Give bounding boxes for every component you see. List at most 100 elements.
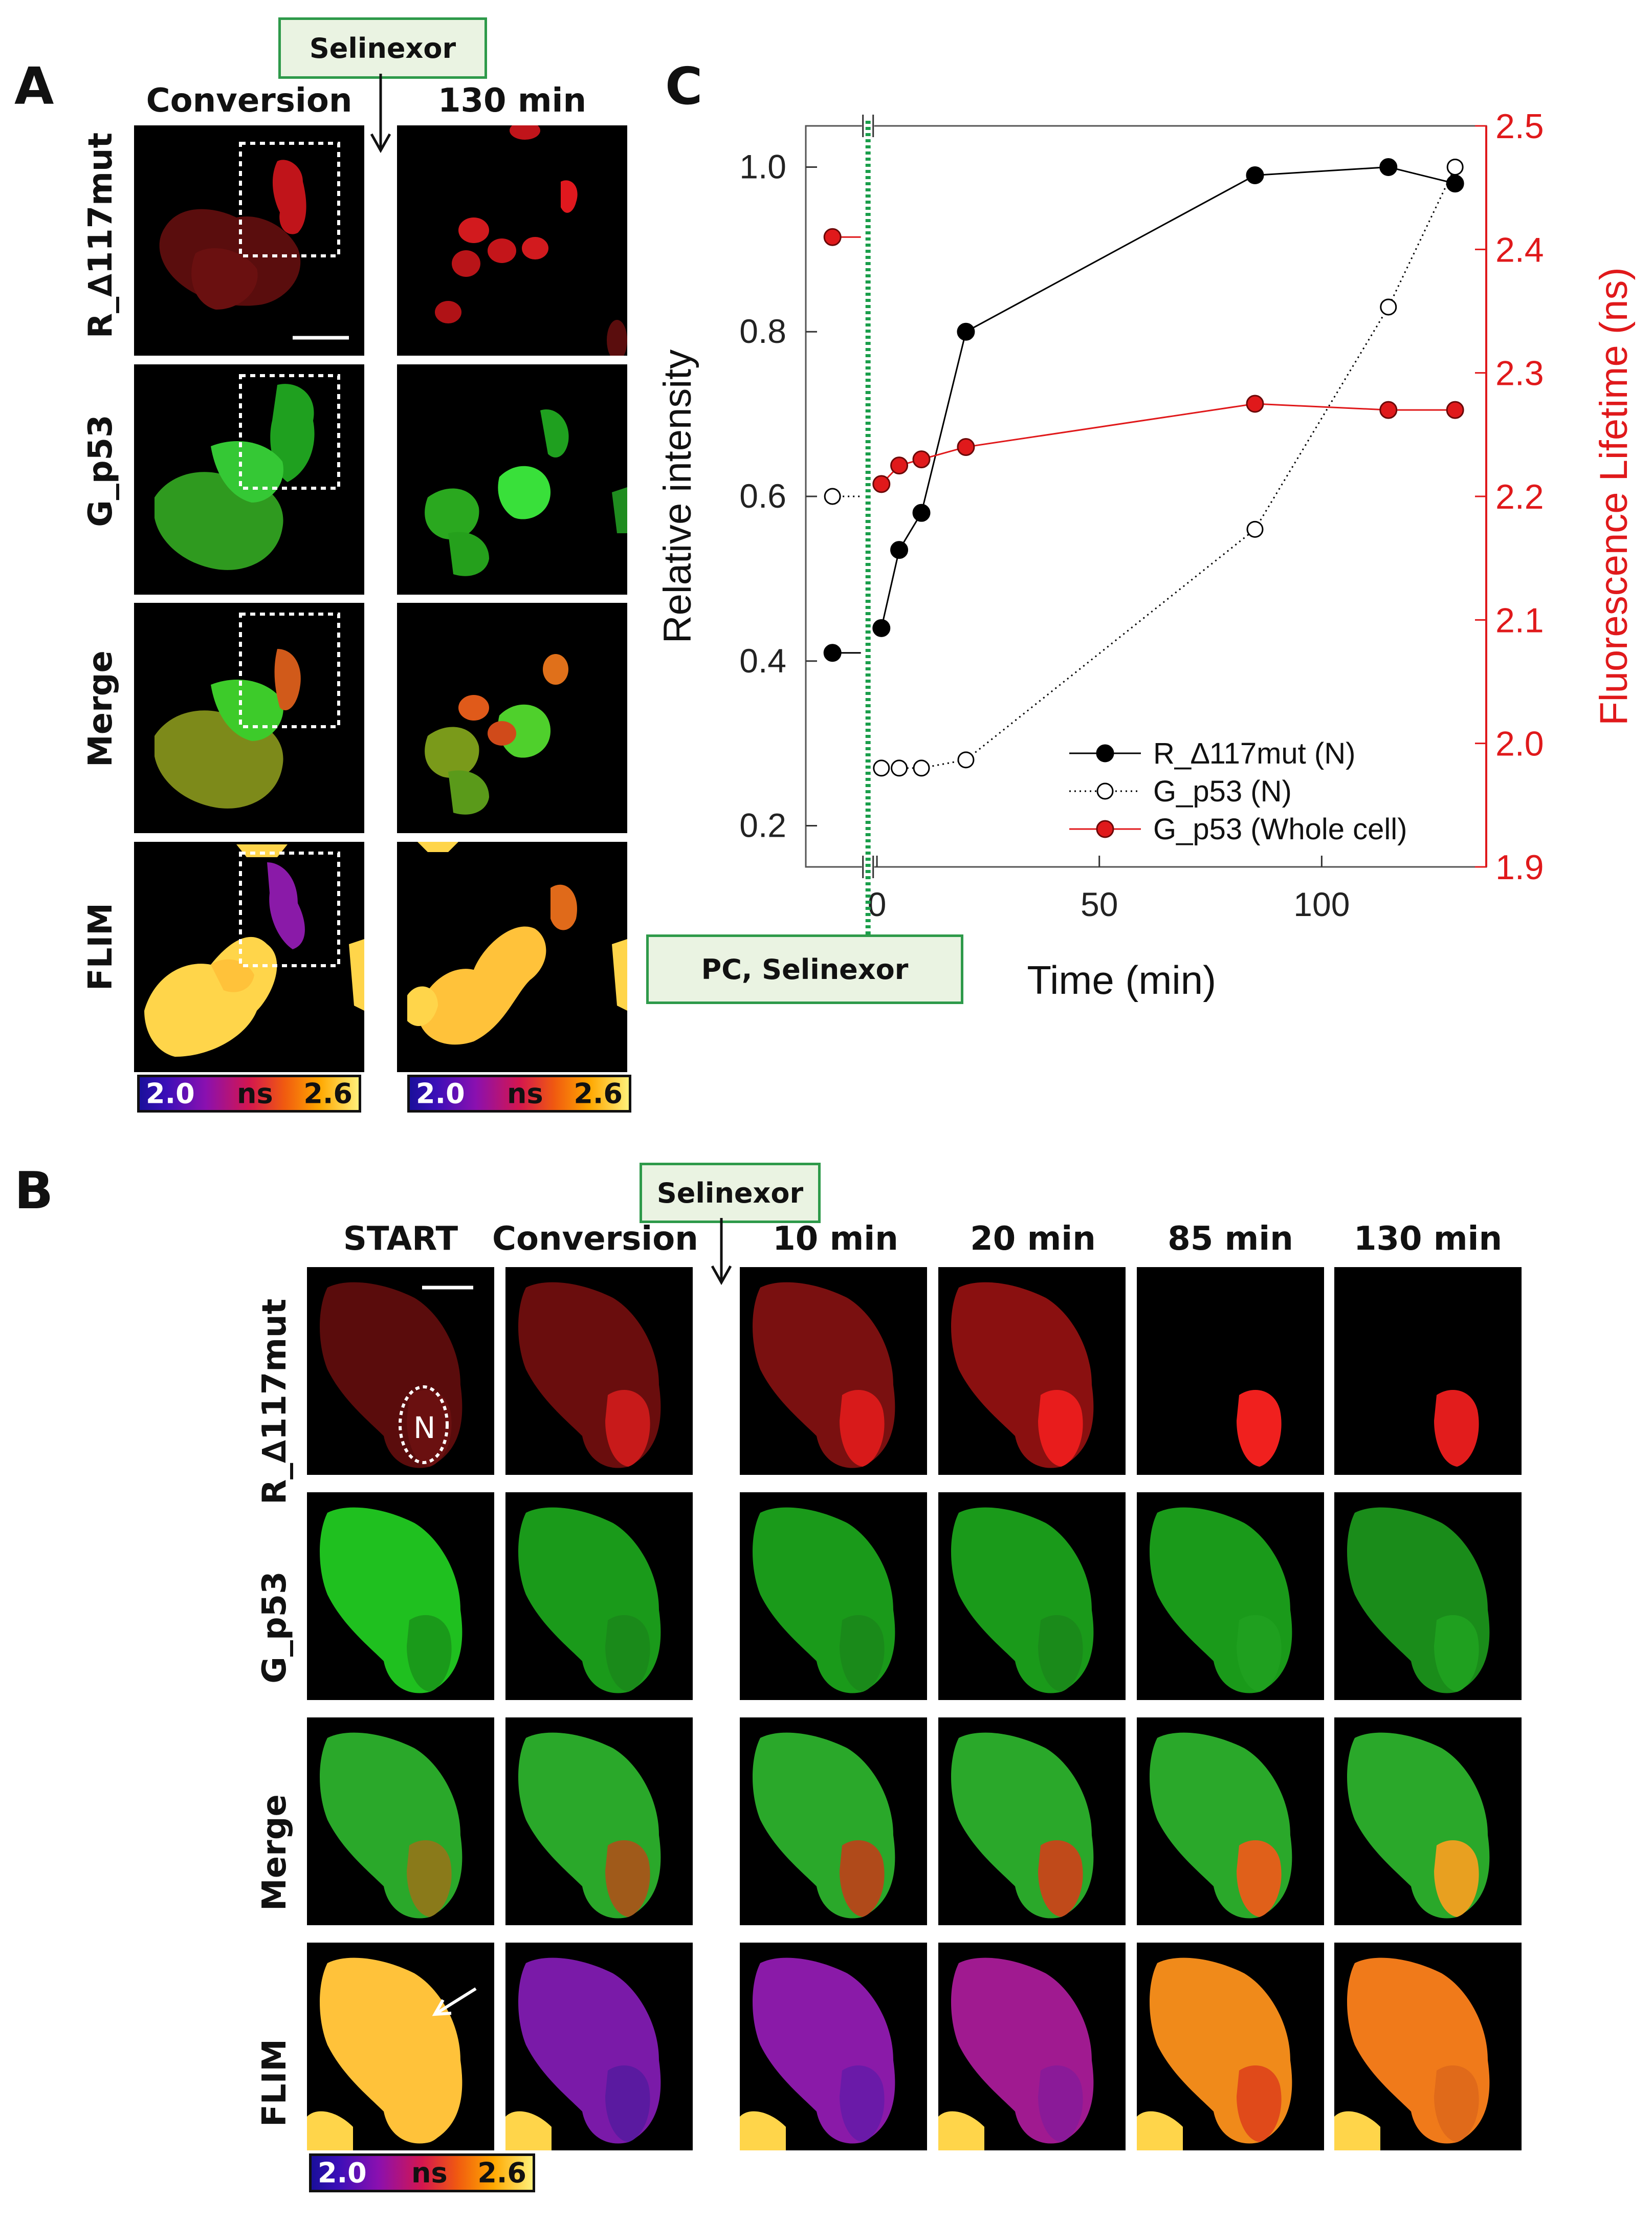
image-b-green-3 bbox=[938, 1492, 1126, 1700]
y2-tick-label: 2.5 bbox=[1495, 107, 1544, 146]
legend-label: R_∆117mut (N) bbox=[1153, 737, 1355, 770]
col-label-b-130min: 130 min bbox=[1353, 1220, 1503, 1258]
legend-marker bbox=[1096, 820, 1114, 838]
y-tick-label: 1.0 bbox=[739, 147, 786, 185]
series-line-1 bbox=[881, 166, 1456, 769]
y-axis-label: Relative intensity bbox=[656, 350, 699, 644]
data-point bbox=[890, 541, 909, 559]
image-b-flim-4 bbox=[1137, 1943, 1324, 2150]
plot-frame bbox=[805, 125, 1487, 868]
x-tick-label: 50 bbox=[1081, 885, 1118, 923]
y-tick-label: 0.6 bbox=[739, 477, 786, 515]
col-label-a-130min: 130 min bbox=[437, 82, 587, 120]
colorbar-max: 2.6 bbox=[477, 2157, 526, 2189]
image-b-merge-1 bbox=[505, 1717, 693, 1925]
image-b-merge-5 bbox=[1334, 1717, 1522, 1925]
image-b-red-1 bbox=[505, 1267, 693, 1475]
colorbar-min: 2.0 bbox=[146, 1077, 195, 1110]
row-label-b-flim: FLIM bbox=[256, 2039, 294, 2127]
data-point bbox=[1246, 520, 1264, 538]
data-point bbox=[890, 456, 909, 475]
image-b-merge-2 bbox=[740, 1717, 927, 1925]
data-point bbox=[1246, 166, 1264, 185]
data-point bbox=[1446, 158, 1464, 176]
data-point bbox=[823, 228, 842, 246]
image-b-merge-0 bbox=[307, 1717, 494, 1925]
y-tick-label: 0.4 bbox=[739, 642, 786, 680]
data-point bbox=[957, 438, 975, 456]
image-a-merge-130min bbox=[397, 603, 627, 833]
data-point bbox=[912, 450, 931, 469]
panel-letter-b: B bbox=[14, 1161, 54, 1221]
image-b-red-4 bbox=[1137, 1267, 1324, 1475]
nucleus-label: N bbox=[413, 1410, 436, 1445]
colorbar-unit: ns bbox=[507, 1077, 543, 1110]
colorbar-a-130min: 2.0 ns 2.6 bbox=[407, 1075, 631, 1113]
data-point bbox=[1379, 401, 1398, 419]
selinexor-tag-a: Selinexor bbox=[278, 17, 487, 79]
image-b-green-4 bbox=[1137, 1492, 1324, 1700]
data-point bbox=[873, 759, 890, 777]
panel-letter-c: C bbox=[665, 56, 703, 116]
image-a-flim-130min bbox=[397, 842, 627, 1072]
image-b-flim-3 bbox=[938, 1943, 1126, 2150]
image-a-green-130min bbox=[397, 364, 627, 595]
x-tick-label: 100 bbox=[1293, 885, 1350, 923]
data-point bbox=[1446, 175, 1464, 193]
data-point bbox=[872, 475, 891, 493]
colorbar-unit: ns bbox=[237, 1077, 273, 1110]
chart-c: 0.2 0.4 0.6 0.8 1.0 1.9 2.0 2.1 2.2 2.3 2.4 2.5 0 50 1… bbox=[656, 107, 1636, 1003]
data-point bbox=[891, 759, 908, 777]
image-b-flim-0 bbox=[307, 1943, 494, 2150]
data-point bbox=[1446, 401, 1464, 419]
image-a-green-conversion bbox=[134, 364, 364, 595]
image-b-green-2 bbox=[740, 1492, 927, 1700]
selinexor-arrow-a bbox=[370, 74, 391, 154]
image-a-flim-conversion bbox=[134, 842, 364, 1072]
legend-label: G_p53 (Whole cell) bbox=[1153, 813, 1407, 846]
image-b-red-3 bbox=[938, 1267, 1126, 1475]
image-b-red-5 bbox=[1334, 1267, 1522, 1475]
col-label-b-20min: 20 min bbox=[970, 1220, 1096, 1258]
series-line-0 bbox=[880, 166, 1456, 628]
data-point bbox=[957, 322, 975, 341]
legend-label: G_p53 (N) bbox=[1153, 775, 1292, 808]
row-label-a-merge: Merge bbox=[82, 650, 120, 767]
image-b-green-0 bbox=[307, 1492, 494, 1700]
data-point bbox=[913, 759, 930, 777]
x-tick-label: 0 bbox=[868, 885, 887, 923]
pc-selinexor-tag: PC, Selinexor bbox=[646, 934, 963, 1004]
image-a-red-conversion bbox=[134, 125, 364, 356]
y2-tick-label: 2.2 bbox=[1495, 477, 1544, 516]
image-a-red-130min bbox=[397, 125, 627, 356]
data-point bbox=[823, 644, 842, 662]
col-label-b-conversion: Conversion bbox=[492, 1220, 698, 1258]
image-a-merge-conversion bbox=[134, 603, 364, 833]
y-tick-label: 0.8 bbox=[739, 312, 786, 350]
colorbar-min: 2.0 bbox=[318, 2157, 367, 2189]
image-b-red-0: N bbox=[307, 1267, 494, 1475]
y2-tick-label: 2.0 bbox=[1495, 725, 1544, 764]
data-point bbox=[824, 488, 841, 505]
image-b-green-1 bbox=[505, 1492, 693, 1700]
data-point bbox=[1246, 395, 1264, 413]
legend-marker bbox=[1096, 744, 1114, 763]
row-label-b-green: G_p53 bbox=[256, 1571, 294, 1684]
image-b-flim-5 bbox=[1334, 1943, 1522, 2150]
image-b-green-5 bbox=[1334, 1492, 1522, 1700]
y2-tick-label: 2.4 bbox=[1495, 230, 1544, 269]
col-label-b-start: START bbox=[343, 1220, 458, 1258]
x-axis-label: Time (min) bbox=[1027, 957, 1216, 1003]
image-b-red-2 bbox=[740, 1267, 927, 1475]
colorbar-a-conversion: 2.0 ns 2.6 bbox=[137, 1075, 361, 1113]
colorbar-max: 2.6 bbox=[303, 1077, 353, 1110]
colorbar-max: 2.6 bbox=[574, 1077, 623, 1110]
image-b-merge-4 bbox=[1137, 1717, 1324, 1925]
data-point bbox=[957, 751, 975, 769]
legend-marker bbox=[1096, 782, 1114, 800]
y2-tick-label: 1.9 bbox=[1495, 848, 1544, 887]
data-point bbox=[1380, 298, 1397, 316]
selinexor-arrow-b bbox=[711, 1218, 732, 1286]
selinexor-tag-b: Selinexor bbox=[640, 1163, 821, 1223]
panel-letter-a: A bbox=[14, 56, 54, 116]
